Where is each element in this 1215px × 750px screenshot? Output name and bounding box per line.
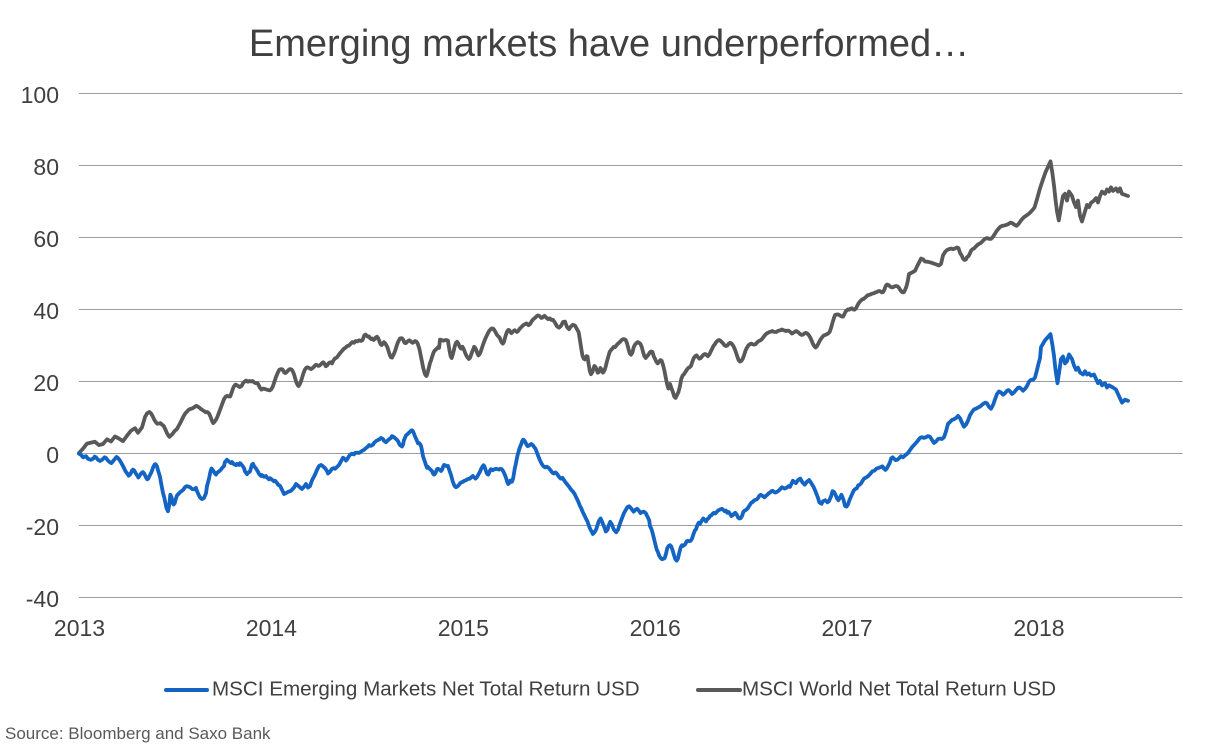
svg-text:100: 100 [21, 82, 59, 108]
svg-text:MSCI World Net Total Return US: MSCI World Net Total Return USD [742, 678, 1056, 701]
svg-text:Source: Bloomberg and Saxo Ban: Source: Bloomberg and Saxo Bank [5, 724, 271, 743]
svg-text:40: 40 [33, 298, 59, 324]
svg-text:2016: 2016 [630, 615, 681, 641]
svg-text:60: 60 [33, 226, 59, 252]
svg-text:2014: 2014 [246, 615, 297, 641]
svg-text:MSCI Emerging Markets Net Tota: MSCI Emerging Markets Net Total Return U… [212, 678, 640, 701]
svg-text:Emerging markets have underper: Emerging markets have underperformed… [249, 23, 969, 65]
svg-text:80: 80 [33, 154, 59, 180]
svg-text:0: 0 [46, 442, 59, 468]
svg-text:2015: 2015 [438, 615, 489, 641]
svg-text:2018: 2018 [1013, 615, 1064, 641]
svg-text:2017: 2017 [822, 615, 873, 641]
svg-text:2013: 2013 [54, 615, 105, 641]
svg-text:-20: -20 [26, 514, 59, 540]
svg-text:-40: -40 [26, 586, 59, 612]
svg-text:20: 20 [33, 370, 59, 396]
